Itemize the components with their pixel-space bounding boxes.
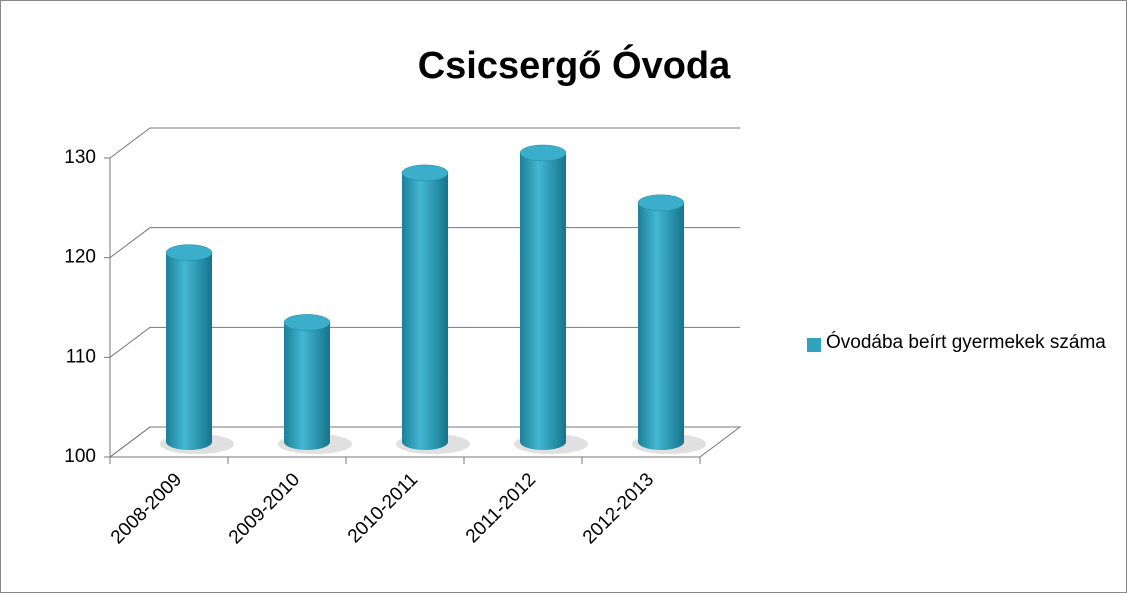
bar-top: [283, 314, 331, 331]
chart-title: Csicsergő Óvoda: [418, 43, 731, 87]
legend: Óvodába beírt gyermekek száma: [826, 330, 1126, 356]
bar: [520, 152, 566, 450]
bar: [402, 172, 448, 450]
y-tick-label: 130: [64, 147, 96, 168]
y-tick-label: 100: [64, 446, 96, 467]
bar-top: [637, 194, 685, 212]
bar-top: [165, 244, 213, 261]
bar: [166, 252, 212, 450]
bar-top: [519, 144, 567, 162]
bar: [638, 202, 684, 450]
bar-top: [401, 164, 449, 182]
legend-swatch: [807, 338, 821, 352]
y-tick-label: 110: [66, 346, 96, 367]
y-tick-label: 120: [64, 247, 96, 268]
legend-label: Óvodába beírt gyermekek száma: [826, 332, 1106, 353]
bar: [284, 322, 330, 450]
grid-line: [109, 127, 740, 159]
